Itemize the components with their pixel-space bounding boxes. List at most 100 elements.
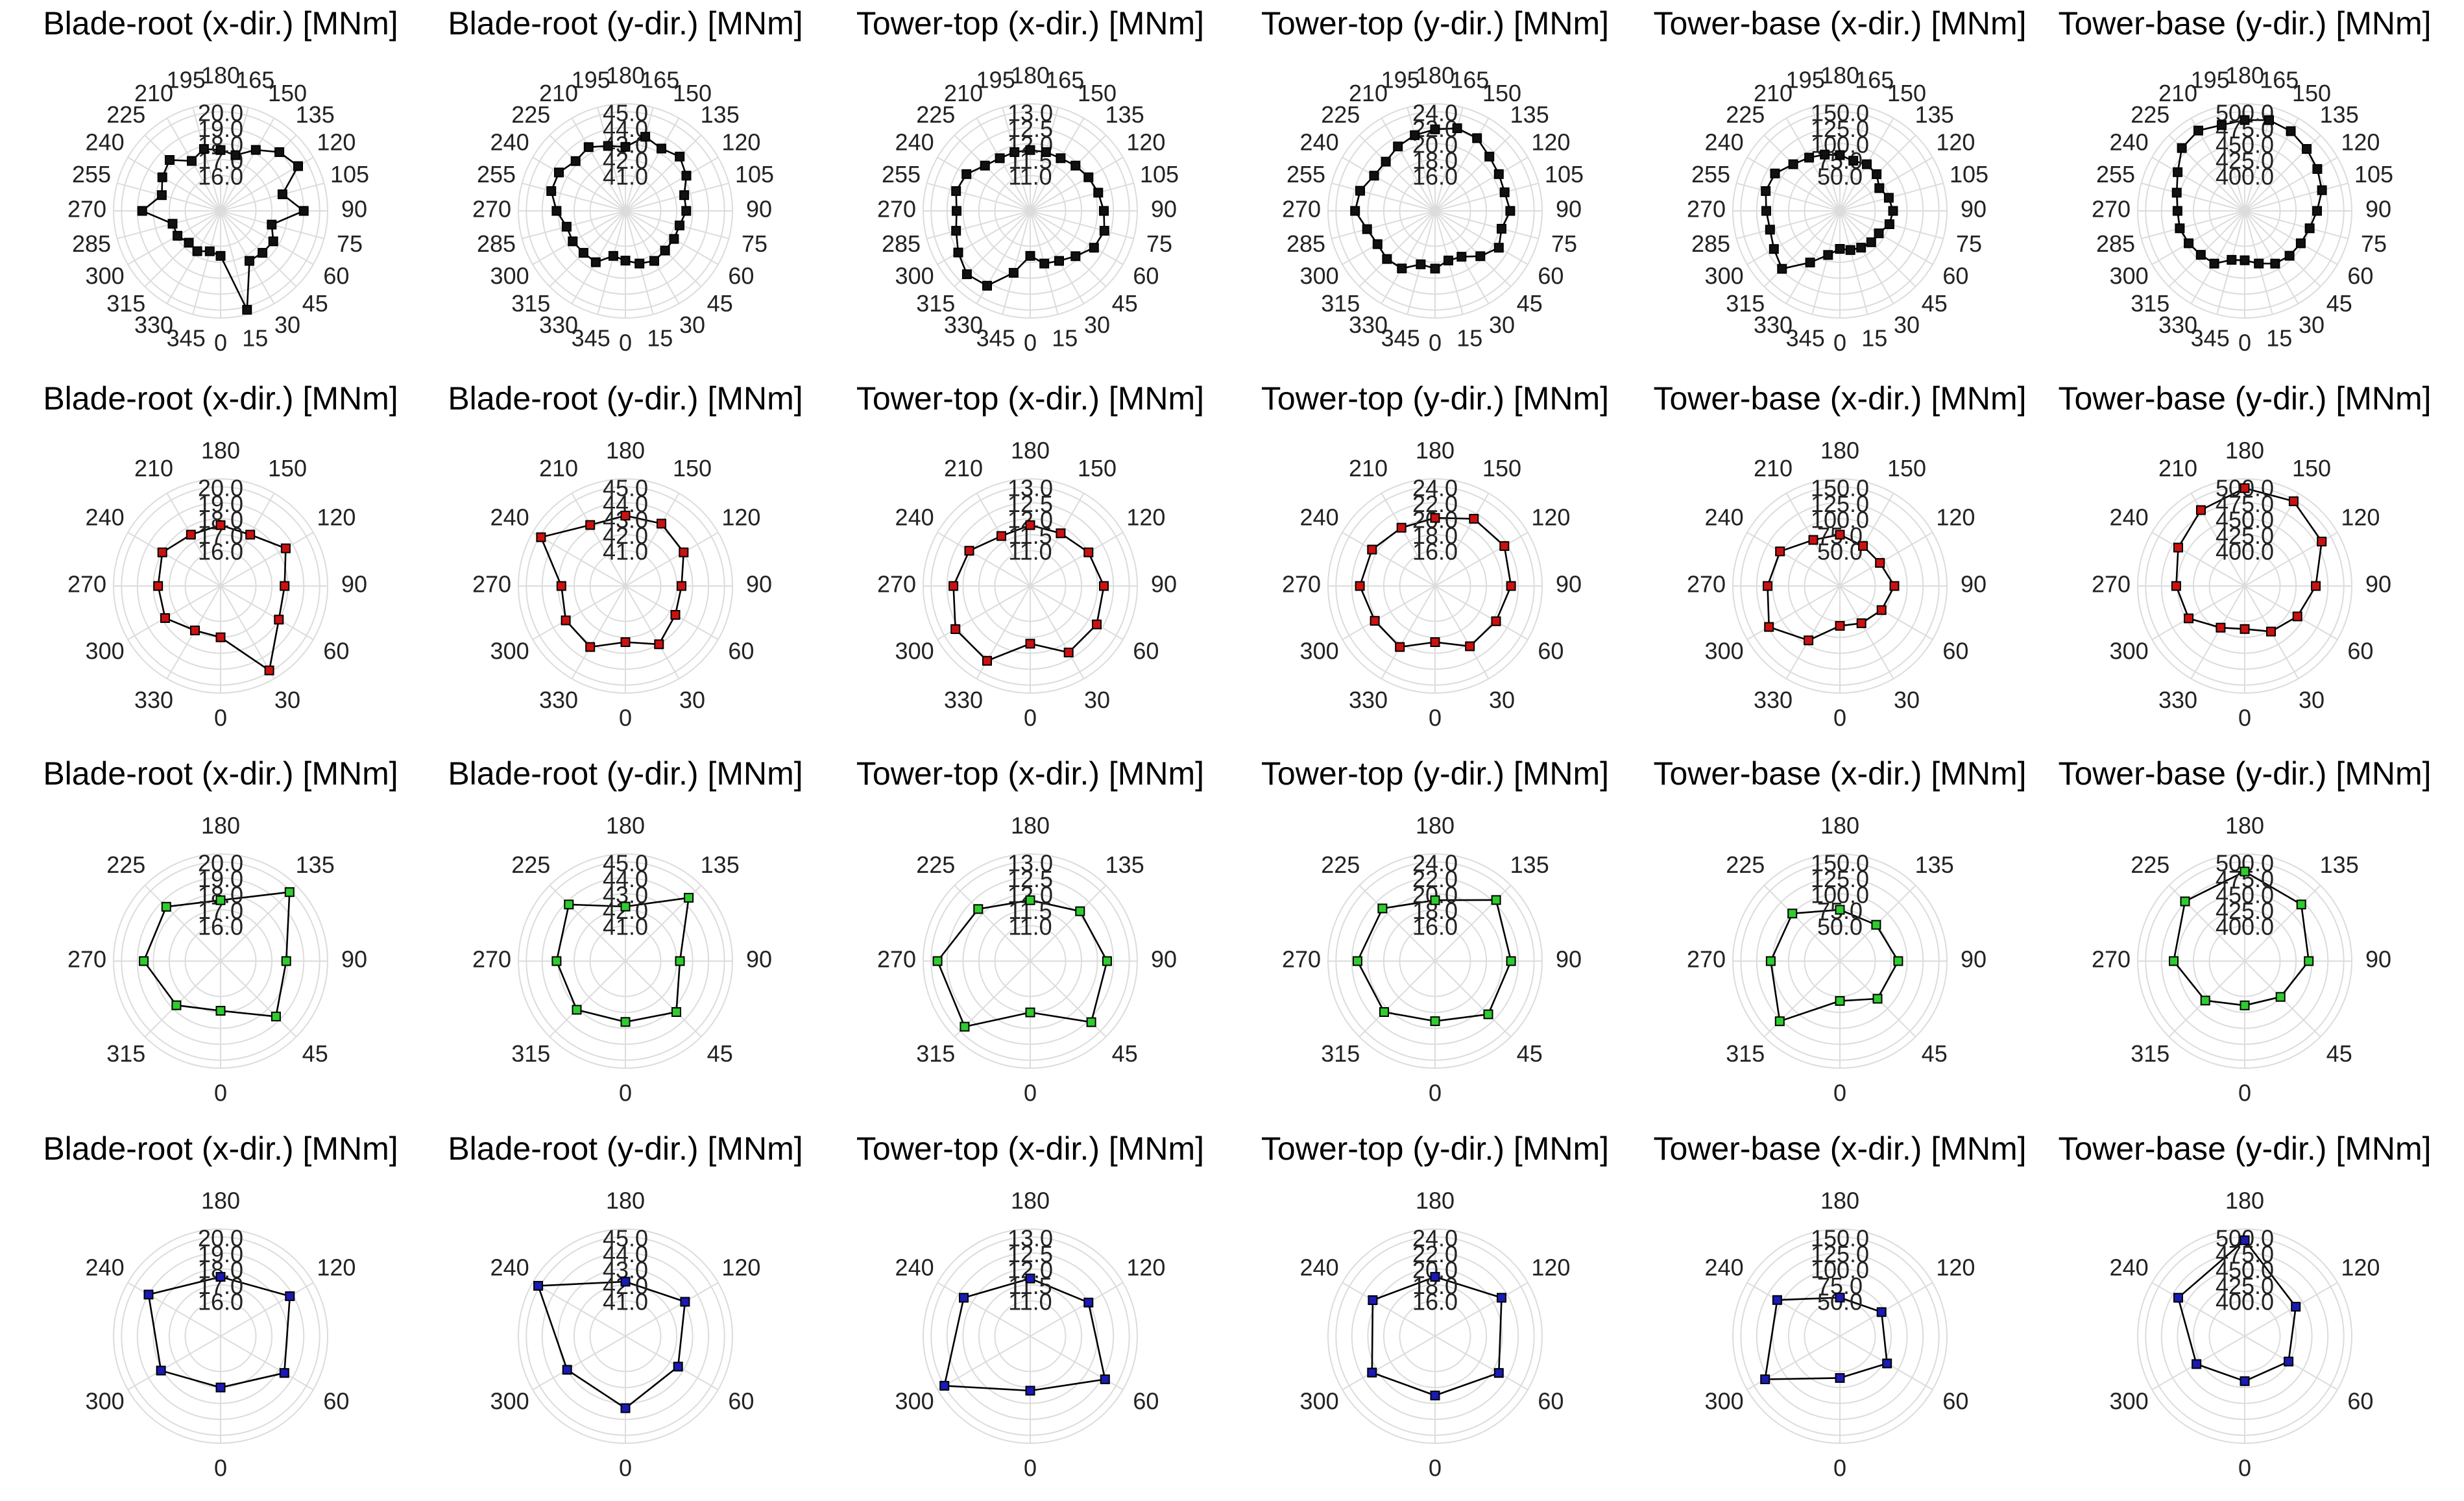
grid-spoke xyxy=(1736,182,1841,212)
data-point xyxy=(1765,225,1775,235)
angle-tick-label: 150 xyxy=(2292,80,2331,106)
data-point xyxy=(951,186,961,196)
data-point xyxy=(585,642,596,652)
angle-tick-label: 45 xyxy=(707,290,733,317)
angle-tick-label: 315 xyxy=(2131,290,2169,317)
data-point xyxy=(1395,642,1405,652)
grid-spoke xyxy=(1030,585,1124,641)
data-point xyxy=(964,546,974,556)
angle-tick-label: 120 xyxy=(1126,129,1165,156)
grid-spoke xyxy=(1359,134,1436,212)
data-point xyxy=(1856,243,1866,253)
grid-spoke xyxy=(1434,134,1512,212)
angle-tick-label: 45 xyxy=(302,1040,328,1067)
angle-tick-label: 240 xyxy=(86,1254,125,1281)
angle-tick-label: 240 xyxy=(86,504,125,531)
data-point xyxy=(554,167,564,178)
grid-spoke xyxy=(1381,117,1436,212)
angle-tick-label: 180 xyxy=(606,812,645,839)
data-point xyxy=(2288,496,2299,506)
data-point xyxy=(215,520,226,530)
angle-tick-label: 225 xyxy=(2131,851,2169,878)
data-point xyxy=(2296,899,2306,910)
data-point xyxy=(1041,147,1051,157)
radial-tick-label: 24.0 xyxy=(1412,99,1458,126)
data-point xyxy=(1493,1368,1504,1378)
data-point xyxy=(1025,145,1035,155)
data-point xyxy=(1092,619,1102,629)
data-point xyxy=(679,190,690,201)
data-point xyxy=(1835,150,1845,160)
data-point xyxy=(245,256,254,266)
grid-spoke xyxy=(1342,1282,1436,1337)
angle-tick-label: 240 xyxy=(1705,1254,1744,1281)
angle-tick-label: 315 xyxy=(1726,290,1765,317)
panel-title: Tower-top (y-dir.) [MNm] xyxy=(1261,380,1609,417)
grid-spoke xyxy=(1030,210,1107,287)
data-point xyxy=(1499,187,1510,197)
angle-tick-label: 135 xyxy=(1105,101,1144,128)
angle-tick-label: 45 xyxy=(2326,1040,2352,1067)
polar-panel-r2-c5: Tower-base (x-dir.) [MNm] 0 30 60 90 120 150 18… xyxy=(1653,380,2026,731)
panel-title: Blade-root (x-dir.) [MNm] xyxy=(43,755,398,792)
radial-tick-label: 16.0 xyxy=(198,539,243,565)
angle-tick-label: 270 xyxy=(2092,571,2131,598)
data-point xyxy=(546,186,557,196)
grid-spoke xyxy=(1763,885,1841,962)
radial-tick-label: 44.0 xyxy=(603,1241,648,1267)
angle-tick-label: 0 xyxy=(619,1080,632,1106)
grid-spoke xyxy=(166,210,221,304)
angle-tick-label: 135 xyxy=(1915,851,1954,878)
grid-spoke xyxy=(144,885,221,962)
radial-tick-label: 150.0 xyxy=(1811,1225,1869,1251)
angle-tick-label: 60 xyxy=(323,638,349,665)
grid-spoke xyxy=(1434,1336,1528,1391)
angle-tick-label: 60 xyxy=(1133,638,1159,665)
angle-tick-label: 195 xyxy=(1381,67,1420,93)
data-point xyxy=(2292,611,2302,622)
angle-tick-label: 180 xyxy=(606,1188,645,1214)
grid-spoke xyxy=(1030,134,1107,212)
data-point xyxy=(1063,648,1074,657)
data-point xyxy=(1393,141,1403,152)
angle-tick-label: 0 xyxy=(619,330,632,356)
angle-tick-label: 300 xyxy=(2110,1388,2149,1415)
angle-tick-label: 195 xyxy=(976,67,1015,93)
angle-tick-label: 270 xyxy=(472,571,511,598)
angle-tick-label: 120 xyxy=(1936,129,1975,156)
data-point xyxy=(939,1380,950,1391)
angle-tick-label: 240 xyxy=(2110,129,2149,156)
data-point xyxy=(2195,250,2206,260)
grid-spoke xyxy=(220,585,275,679)
angle-tick-label: 345 xyxy=(1381,325,1420,352)
angle-tick-label: 105 xyxy=(1545,161,1584,188)
radial-tick-label: 19.0 xyxy=(198,491,243,517)
grid-spoke xyxy=(1839,493,1894,587)
data-point xyxy=(1835,905,1845,915)
data-point xyxy=(2240,1235,2250,1245)
data-point xyxy=(250,145,261,155)
grid-spoke xyxy=(625,960,702,1038)
grid-spoke xyxy=(1342,585,1436,641)
data-point xyxy=(1416,259,1426,269)
angle-tick-label: 75 xyxy=(1146,230,1172,257)
grid-spoke xyxy=(220,210,249,315)
angle-tick-label: 315 xyxy=(106,290,145,317)
radial-tick-label: 20.0 xyxy=(198,99,243,126)
angle-tick-label: 240 xyxy=(1705,129,1744,156)
grid-spoke xyxy=(597,107,626,212)
angle-tick-label: 135 xyxy=(1510,851,1549,878)
angle-tick-label: 0 xyxy=(1429,330,1442,356)
data-point xyxy=(1505,206,1516,216)
panel-title: Blade-root (y-dir.) [MNm] xyxy=(448,5,803,42)
angle-tick-label: 0 xyxy=(1833,705,1846,731)
data-point xyxy=(2196,505,2206,515)
grid-spoke xyxy=(1434,182,1539,212)
data-point xyxy=(215,632,226,642)
data-point xyxy=(165,155,175,165)
angle-tick-label: 315 xyxy=(106,1040,145,1067)
data-point xyxy=(1350,206,1360,216)
angle-tick-label: 120 xyxy=(317,1254,356,1281)
angle-tick-label: 315 xyxy=(1726,1040,1765,1067)
angle-tick-label: 180 xyxy=(606,62,645,89)
